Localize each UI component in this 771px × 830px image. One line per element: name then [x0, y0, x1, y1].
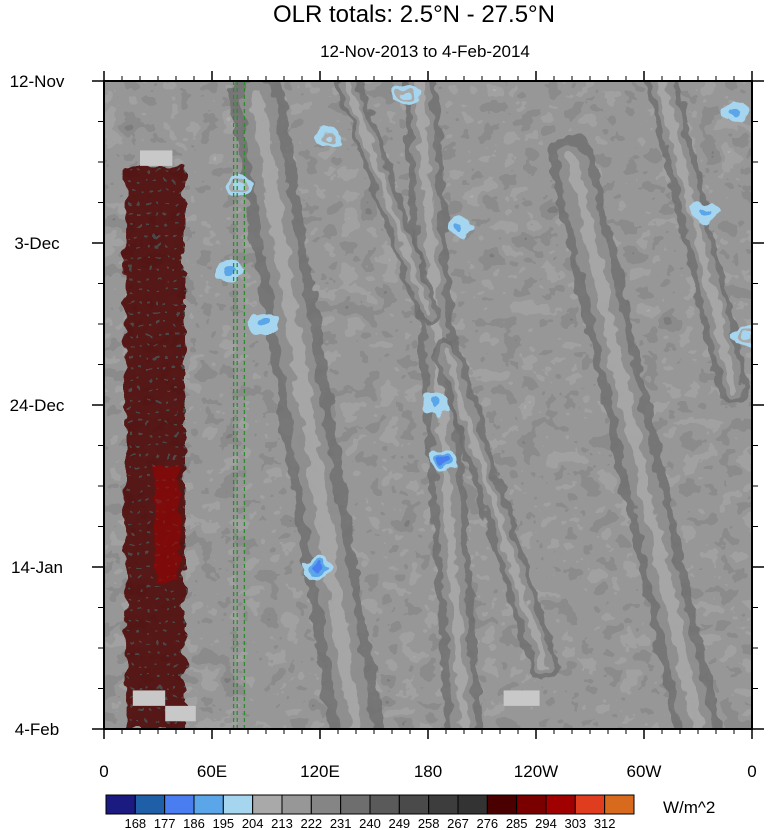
plot-area — [104, 81, 752, 729]
colorbar-tick-label: 222 — [300, 816, 322, 830]
colorbar-tick-label: 294 — [535, 816, 557, 830]
colorbar-tick-label: 186 — [183, 816, 205, 830]
colorbar-swatch — [545, 794, 576, 815]
colorbar-tick-label: 204 — [242, 816, 264, 830]
colorbar-tick-label: 285 — [506, 816, 528, 830]
x-tick-label: 0 — [747, 762, 756, 781]
x-tick-label: 180 — [414, 762, 442, 781]
cold-core — [437, 456, 448, 465]
x-tick-label: 120W — [514, 762, 558, 781]
convective-band-inner — [657, 81, 739, 394]
colorbar-tick-label: 312 — [594, 816, 616, 830]
colorbar-swatch — [486, 794, 518, 815]
colorbar-tick-label: 276 — [476, 816, 498, 830]
colorbar-swatch — [428, 794, 459, 815]
colorbar-tick-label: 249 — [388, 816, 410, 830]
colorbar-swatch — [516, 794, 547, 815]
axes: 0 60E 120E 180 120W 60W 0 12-Nov 3-Dec 24-Dec 14-J… — [10, 71, 764, 781]
x-tick-label: 60E — [197, 762, 227, 781]
y-tick-label: 3-Dec — [14, 234, 60, 253]
colorbar-swatch — [281, 794, 312, 815]
colorbar-tick-label: 258 — [418, 816, 440, 830]
cold-core — [259, 320, 270, 328]
missing-data-box — [503, 690, 540, 706]
cold-core — [401, 92, 412, 101]
colorbar: 168 177 186 195 204 213 222 231 240 249 258 267 276 2… — [105, 794, 635, 830]
cold-core — [324, 133, 334, 142]
convective-band-inner — [566, 152, 704, 729]
convective-band-inner — [250, 89, 363, 729]
colorbar-swatch — [398, 794, 430, 815]
cold-core — [234, 181, 244, 190]
colorbar-tick-label: 195 — [212, 816, 234, 830]
colorbar-swatch — [164, 794, 195, 815]
colorbar-swatch — [457, 794, 488, 815]
colorbar-swatch — [369, 794, 400, 815]
colorbar-swatch — [105, 794, 136, 815]
chart-subtitle: 12-Nov-2013 to 4-Feb-2014 — [320, 42, 530, 61]
colorbar-swatch — [193, 794, 224, 815]
colorbar-tick-label: 303 — [564, 816, 586, 830]
chart-title: OLR totals: 2.5°N - 27.5°N — [273, 1, 555, 28]
missing-data-box — [132, 690, 166, 706]
x-tick-label: 0 — [99, 762, 108, 781]
y-tick-label: 12-Nov — [10, 72, 65, 91]
x-tick-label: 60W — [627, 762, 662, 781]
cold-core — [700, 208, 711, 217]
cold-core — [225, 266, 235, 274]
x-tick-label: 120E — [300, 762, 340, 781]
missing-data-box — [140, 150, 173, 166]
warm-region — [154, 466, 180, 583]
cold-core — [729, 107, 739, 116]
colorbar-tick-label: 231 — [330, 816, 352, 830]
cold-core — [741, 331, 752, 340]
colorbar-swatch — [574, 794, 606, 815]
colorbar-swatch — [310, 794, 342, 815]
colorbar-swatch — [252, 794, 283, 815]
missing-data-box — [165, 705, 196, 722]
colorbar-tick-label: 213 — [271, 816, 293, 830]
colorbar-tick-label: 240 — [359, 816, 381, 830]
warm-region — [125, 165, 185, 729]
colorbar-swatch — [134, 794, 166, 815]
convective-band-inner — [442, 347, 549, 671]
colorbar-tick-label: 267 — [447, 816, 469, 830]
colorbar-units: W/m^2 — [663, 798, 715, 817]
colorbar-swatch — [604, 794, 635, 815]
olr-features — [125, 81, 752, 729]
convective-band-inner — [343, 81, 432, 316]
y-tick-label: 4-Feb — [15, 720, 59, 739]
y-tick-label: 24-Dec — [10, 396, 65, 415]
reference-lines — [232, 81, 246, 729]
y-tick-label: 14-Jan — [11, 558, 63, 577]
colorbar-swatch — [222, 794, 254, 815]
colorbar-tick-label: 177 — [154, 816, 176, 830]
cold-core — [313, 564, 324, 573]
colorbar-swatch — [340, 794, 371, 815]
cold-core — [453, 223, 464, 232]
colorbar-tick-label: 168 — [124, 816, 146, 830]
cold-core — [430, 399, 441, 408]
